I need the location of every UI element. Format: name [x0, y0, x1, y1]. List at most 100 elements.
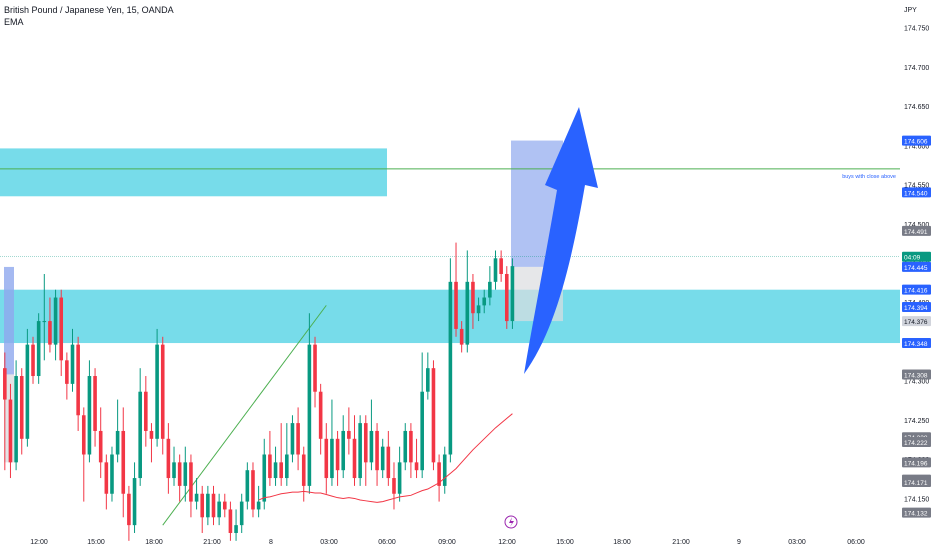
- candle-body: [239, 501, 244, 526]
- x-tick-label: 9: [737, 539, 741, 546]
- candle-body: [53, 297, 58, 345]
- candle-body: [183, 462, 188, 486]
- price-label-bg: [902, 507, 931, 518]
- candle-body: [172, 462, 176, 479]
- candle-body: [369, 430, 374, 463]
- candle-body: [228, 509, 233, 533]
- price-label: 04:09: [904, 255, 921, 262]
- price-label-bg: [902, 457, 931, 468]
- candle-body: [59, 297, 64, 361]
- candle-body: [166, 438, 171, 479]
- candle-body: [200, 493, 205, 518]
- candle-body: [217, 501, 221, 518]
- candle-body: [14, 376, 18, 463]
- candle-body: [245, 470, 250, 502]
- price-label: 174.606: [904, 139, 928, 146]
- candle-body: [81, 415, 86, 455]
- price-label-bg: [902, 225, 931, 236]
- projection-arrow[interactable]: [524, 107, 598, 374]
- candle-body: [488, 281, 492, 298]
- candle-body: [189, 462, 193, 502]
- x-tick-label: 09:00: [438, 539, 456, 546]
- y-tick-label: 174.650: [904, 104, 929, 111]
- event-lightning-icon[interactable]: [504, 515, 518, 529]
- candle-body: [290, 423, 295, 455]
- candle-body: [437, 462, 441, 486]
- candle-body: [414, 462, 419, 471]
- candle-body: [160, 344, 165, 439]
- candle-body: [25, 344, 30, 439]
- price-label: 174.491: [904, 229, 928, 236]
- left-position-target-box: [4, 266, 14, 375]
- y-tick-label: 174.750: [904, 26, 929, 33]
- price-label-bg: [902, 261, 931, 272]
- candle-body: [313, 344, 317, 392]
- x-tick-label: 21:00: [203, 539, 221, 546]
- candle-body: [279, 462, 283, 479]
- candle-body: [420, 391, 424, 471]
- price-label-bg: [902, 284, 931, 295]
- candle-body: [392, 478, 396, 494]
- candle-body: [268, 454, 272, 479]
- candle-body: [324, 438, 329, 479]
- candle-body: [144, 391, 148, 431]
- y-tick-label: 174.500: [904, 222, 929, 229]
- candle-body: [426, 368, 430, 392]
- price-label-bg: [902, 251, 931, 262]
- candle-body: [138, 391, 142, 479]
- y-tick-label: 174.150: [904, 496, 929, 503]
- candle-body: [363, 423, 368, 463]
- candle-body: [442, 454, 447, 486]
- candle-body: [499, 258, 503, 274]
- candle-body: [222, 501, 227, 510]
- y-tick-label: 174.300: [904, 379, 929, 386]
- price-label: 174.132: [904, 511, 928, 518]
- candle-body: [465, 281, 470, 345]
- price-label: 174.394: [904, 305, 928, 312]
- candle-body: [347, 430, 351, 439]
- price-label: 174.308: [904, 372, 928, 379]
- candle-body: [65, 360, 69, 384]
- candle-body: [330, 438, 334, 479]
- candle-body: [115, 430, 120, 455]
- candle-body: [375, 430, 379, 471]
- candle-body: [335, 438, 340, 471]
- candle-body: [510, 266, 515, 322]
- candle-body: [352, 438, 357, 479]
- candle-body: [3, 368, 7, 400]
- x-tick-label: 12:00: [498, 539, 516, 546]
- candle-body: [380, 446, 385, 471]
- indicator-label: EMA: [4, 17, 24, 27]
- x-tick-label: 03:00: [320, 539, 338, 546]
- x-tick-label: 12:00: [30, 539, 48, 546]
- y-tick-label: 174.550: [904, 183, 929, 190]
- price-label-bg: [902, 301, 931, 312]
- price-label: 174.222: [904, 440, 928, 447]
- supply-demand-zone-1[interactable]: [0, 148, 387, 197]
- candle-body: [493, 258, 498, 282]
- x-tick-label: 15:00: [87, 539, 105, 546]
- lightning-glyph-icon: [509, 517, 514, 527]
- x-tick-label: 03:00: [788, 539, 806, 546]
- candle-body: [42, 321, 47, 323]
- price-label: 174.171: [904, 480, 928, 487]
- candle-body: [211, 493, 216, 518]
- x-tick-label: 15:00: [556, 539, 574, 546]
- price-label-bg: [902, 187, 931, 198]
- candle-body: [256, 501, 261, 510]
- candle-body: [301, 454, 306, 486]
- x-tick-label: 06:00: [378, 539, 396, 546]
- candle-body: [19, 376, 24, 439]
- candle-body: [262, 454, 267, 502]
- y-tick-label: 174.250: [904, 418, 929, 425]
- candle-body: [471, 281, 475, 314]
- candle-body: [98, 430, 103, 463]
- y-tick-label: 174.600: [904, 143, 929, 150]
- x-tick-label: 06:00: [847, 539, 865, 546]
- candle-body: [307, 344, 312, 486]
- candle-body: [206, 493, 210, 518]
- candle-body: [149, 430, 154, 439]
- candle-body: [459, 328, 464, 345]
